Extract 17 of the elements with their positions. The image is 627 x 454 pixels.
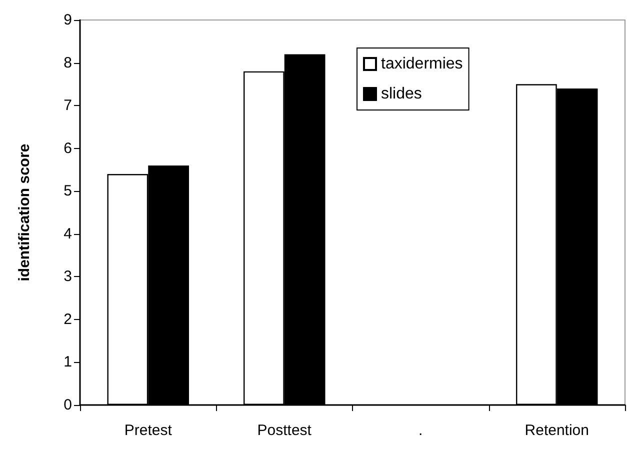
x-tick-label: Pretest: [124, 422, 173, 439]
x-tick-label: Posttest: [257, 422, 312, 439]
y-tick-label: 9: [64, 12, 72, 28]
x-tick-label: Retention: [524, 422, 589, 439]
y-tick-label: 6: [64, 140, 72, 157]
y-tick-label: 4: [64, 225, 72, 242]
y-tick-label: 7: [64, 97, 72, 114]
y-axis-title: identification score: [16, 144, 33, 282]
y-tick-label: 1: [64, 354, 72, 371]
y-tick-label: 0: [64, 396, 72, 414]
x-tick-label: .: [418, 422, 423, 439]
y-tick-label: 3: [64, 268, 72, 286]
y-tick-label: 5: [64, 182, 72, 200]
legend-label: slides: [381, 86, 422, 102]
y-tick-label: 8: [64, 54, 72, 72]
y-tick-label: 2: [64, 310, 72, 328]
legend-label: taxidermies: [381, 56, 463, 72]
